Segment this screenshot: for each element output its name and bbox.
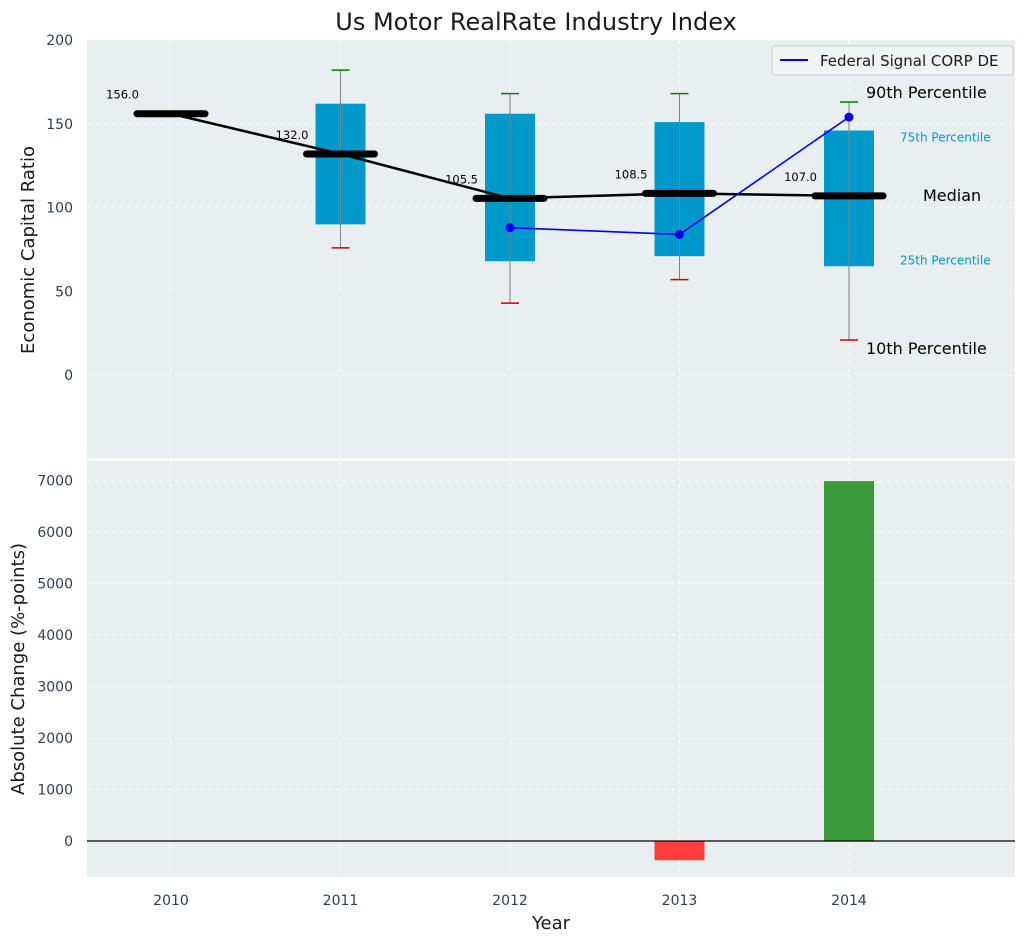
bottom-y-tick-label: 1000 <box>37 782 73 798</box>
chart-title: Us Motor RealRate Industry Index <box>335 8 737 36</box>
top-y-tick-label: 0 <box>64 368 73 384</box>
annotation-90th: 90th Percentile <box>866 83 987 102</box>
company-point-2014 <box>844 112 854 122</box>
x-tick-label: 2012 <box>492 893 528 909</box>
legend: Federal Signal CORP DE <box>771 45 1014 76</box>
annotation-median: Median <box>923 186 981 205</box>
annotation-75th: 75th Percentile <box>900 131 991 145</box>
annotation-10th: 10th Percentile <box>866 339 987 358</box>
bottom-y-tick-label: 0 <box>64 834 73 850</box>
x-tick-label: 2011 <box>323 893 359 909</box>
bottom-y-tick-label: 7000 <box>37 474 73 490</box>
median-value-label: 132.0 <box>276 128 309 142</box>
annotation-25th: 25th Percentile <box>900 253 991 267</box>
bottom-y-axis-label: Absolute Change (%-points) <box>8 543 29 795</box>
top-plot-background <box>87 40 1015 459</box>
change-bar-2013 <box>654 840 705 861</box>
company-point-2012 <box>505 223 515 233</box>
bottom-y-tick-label: 3000 <box>37 680 73 696</box>
top-y-tick-label: 50 <box>55 284 73 300</box>
company-point-2013 <box>675 229 684 239</box>
bottom-y-tick-label: 4000 <box>37 628 73 644</box>
median-value-label: 108.5 <box>615 167 648 181</box>
bottom-panel: 0 1000 2000 3000 4000 5000 6000 7000 2010 2011 201… <box>37 458 1015 909</box>
top-y-tick-label: 200 <box>46 33 73 49</box>
x-tick-label: 2014 <box>831 893 867 909</box>
legend-box <box>771 45 1014 76</box>
bottom-y-tick-label: 6000 <box>37 525 73 541</box>
legend-entry: Federal Signal CORP DE <box>820 52 998 70</box>
bottom-plot-background <box>87 460 1015 877</box>
bottom-y-tick-label: 5000 <box>37 577 73 593</box>
top-y-axis-label: Economic Capital Ratio <box>18 146 39 354</box>
x-tick-label: 2013 <box>662 893 698 909</box>
median-value-label: 107.0 <box>784 170 817 184</box>
x-axis-label: Year <box>531 913 571 934</box>
x-tick-label: 2010 <box>153 893 189 909</box>
median-value-label: 105.5 <box>445 172 478 186</box>
top-y-tick-label: 100 <box>46 201 73 217</box>
change-bar-2014 <box>824 481 874 841</box>
top-y-tick-label: 150 <box>46 117 73 133</box>
bottom-y-tick-label: 2000 <box>37 731 73 747</box>
top-panel: 0 50 100 150 200 156.0 132.0 105.5 108.5 107.0 90t… <box>46 33 1015 459</box>
median-value-label: 156.0 <box>106 88 139 102</box>
